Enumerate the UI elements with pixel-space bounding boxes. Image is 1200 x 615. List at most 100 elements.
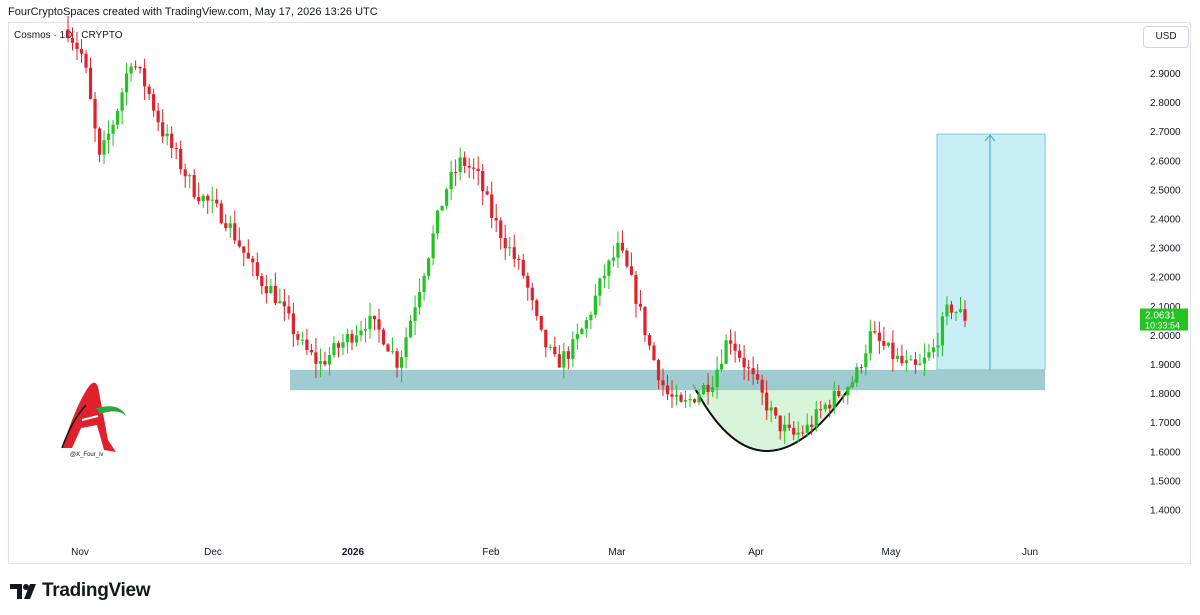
candle: [327, 347, 332, 376]
candle: [828, 399, 832, 418]
candle: [571, 331, 575, 368]
candle: [873, 321, 877, 335]
target-box: [936, 133, 1046, 371]
candle: [224, 214, 228, 232]
candle-body: [724, 340, 728, 364]
candle: [553, 336, 557, 357]
candle: [931, 339, 936, 359]
candle-body: [584, 320, 588, 329]
candle: [120, 88, 124, 125]
candle-body: [553, 346, 557, 355]
candle-body: [873, 331, 877, 333]
candle: [814, 400, 818, 432]
candle-body: [481, 170, 485, 192]
candle: [710, 375, 715, 397]
candle-body: [152, 94, 156, 111]
candle-body: [783, 424, 787, 432]
candle: [156, 102, 160, 132]
candle: [625, 248, 629, 269]
y-tick-label: 2.0000: [1150, 331, 1181, 342]
candle: [102, 130, 106, 165]
y-tick-label: 1.9000: [1150, 360, 1181, 371]
candle: [738, 344, 742, 363]
candle: [692, 398, 697, 404]
candle-body: [882, 340, 886, 346]
candle: [485, 186, 489, 196]
axis-layer: 2.9000 2.8000 2.7000 2.6000 2.5000 2.4000 2.30…: [71, 69, 1188, 558]
candle-body: [197, 197, 201, 202]
watermark-handle: @X_Four_iv: [70, 452, 103, 458]
candle-body: [345, 333, 350, 343]
y-tick-label: 1.4000: [1150, 506, 1181, 517]
candle: [895, 347, 899, 363]
tradingview-logo[interactable]: TradingView: [10, 578, 151, 604]
candle: [918, 353, 922, 366]
candle: [422, 272, 426, 301]
candle: [544, 329, 548, 358]
candle-body: [922, 357, 927, 364]
candle: [855, 363, 859, 387]
candle-body: [251, 258, 255, 263]
candle-body: [629, 266, 634, 275]
x-tick-label: Feb: [482, 547, 500, 558]
candle: [246, 239, 250, 259]
candle-body: [850, 382, 854, 388]
candle: [841, 394, 845, 403]
candle-body: [719, 363, 724, 370]
candle-body: [674, 394, 679, 397]
candle: [652, 342, 656, 361]
candle-body: [751, 368, 755, 375]
candle: [472, 158, 476, 180]
candle-body: [611, 257, 616, 261]
candle-body: [102, 140, 106, 155]
candle-body: [318, 361, 323, 364]
candle: [661, 368, 665, 396]
candle: [152, 88, 156, 117]
candle-body: [593, 295, 597, 315]
currency-button[interactable]: USD: [1143, 26, 1189, 48]
candle: [724, 334, 728, 365]
candle: [719, 349, 724, 373]
candle-body: [381, 329, 386, 345]
candle-body: [819, 409, 823, 411]
candle-body: [774, 407, 778, 416]
candle-body: [170, 133, 174, 149]
candle: [805, 413, 809, 438]
candle-body: [616, 242, 620, 258]
candle: [607, 259, 611, 290]
candle: [850, 375, 854, 389]
candle: [88, 57, 93, 100]
candle: [192, 169, 196, 200]
candle-body: [336, 343, 341, 348]
candle: [598, 277, 602, 306]
candle-body: [900, 355, 904, 364]
candle: [638, 289, 643, 311]
candle-body: [688, 399, 692, 401]
candle-body: [260, 275, 264, 287]
candle: [138, 66, 142, 74]
candle: [783, 415, 787, 444]
x-tick-label: Mar: [608, 547, 626, 558]
candle-body: [237, 240, 241, 247]
candle: [945, 296, 949, 326]
candle-body: [909, 359, 913, 361]
candle: [97, 126, 102, 163]
annotation-layer: [290, 133, 1046, 452]
candle: [877, 321, 881, 354]
y-tick-label: 1.5000: [1150, 476, 1181, 487]
candle-body: [846, 387, 850, 396]
candle: [124, 62, 129, 106]
candle-body: [697, 394, 701, 403]
candle-body: [701, 385, 706, 395]
candle-body: [408, 321, 413, 338]
candle-body: [886, 342, 890, 346]
candle: [864, 344, 868, 376]
candle-body: [143, 68, 147, 87]
candle: [399, 350, 404, 383]
candle: [75, 31, 79, 60]
candle-body: [485, 191, 489, 195]
candle-body: [512, 247, 516, 259]
candle-body: [282, 301, 286, 307]
candle-body: [715, 369, 719, 388]
